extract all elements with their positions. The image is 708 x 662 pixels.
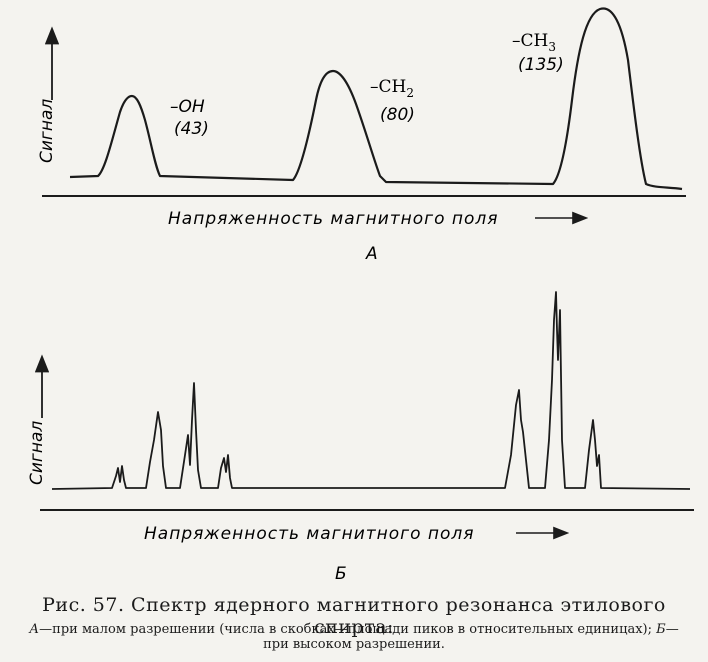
panel-b-y-axis-label: Сигнал: [27, 421, 47, 485]
figure-caption-description: А—при малом разрешении (числа в скобках—…: [0, 622, 708, 652]
peak-label-ch3: –CH3: [512, 31, 556, 54]
peak-label-ch2-subscript: 2: [406, 86, 414, 100]
panel-a: Сигнал –OH (43) –CH2 (80) –CH3 (135) Нап…: [37, 7, 686, 264]
caption-label-a: А: [29, 622, 40, 637]
panel-b-spectrum-trace: [51, 291, 691, 490]
peak-label-ch2-group: –CH: [370, 77, 406, 97]
panel-b: Сигнал Напряженность магнитного поля Б: [27, 291, 694, 584]
caption-text-a: —при малом разрешении (числа в скобках—п…: [39, 622, 657, 637]
peak-label-ch3-subscript: 3: [548, 40, 556, 54]
panel-a-y-axis-label: Сигнал: [37, 99, 57, 163]
caption-text-b: —при высоком разрешении.: [263, 622, 679, 652]
panel-a-spectrum-trace: [69, 7, 683, 191]
figure-caption-title: Рис. 57. Спектр ядерного магнитного резо…: [42, 594, 666, 638]
panel-a-x-axis-label: Напряженность магнитного поля: [168, 209, 499, 229]
panel-b-x-axis-label: Напряженность магнитного поля: [144, 524, 475, 544]
peak-area-ch3: (135): [518, 55, 564, 75]
caption-label-b: Б: [656, 622, 666, 637]
peak-label-oh: –OH: [170, 97, 205, 117]
peak-label-ch2: –CH2: [370, 77, 414, 100]
panel-a-label: А: [365, 244, 378, 264]
peak-label-ch3-group: –CH: [512, 31, 548, 51]
peak-area-ch2: (80): [380, 105, 415, 125]
peak-area-oh: (43): [174, 119, 209, 139]
panel-b-label: Б: [335, 564, 347, 584]
